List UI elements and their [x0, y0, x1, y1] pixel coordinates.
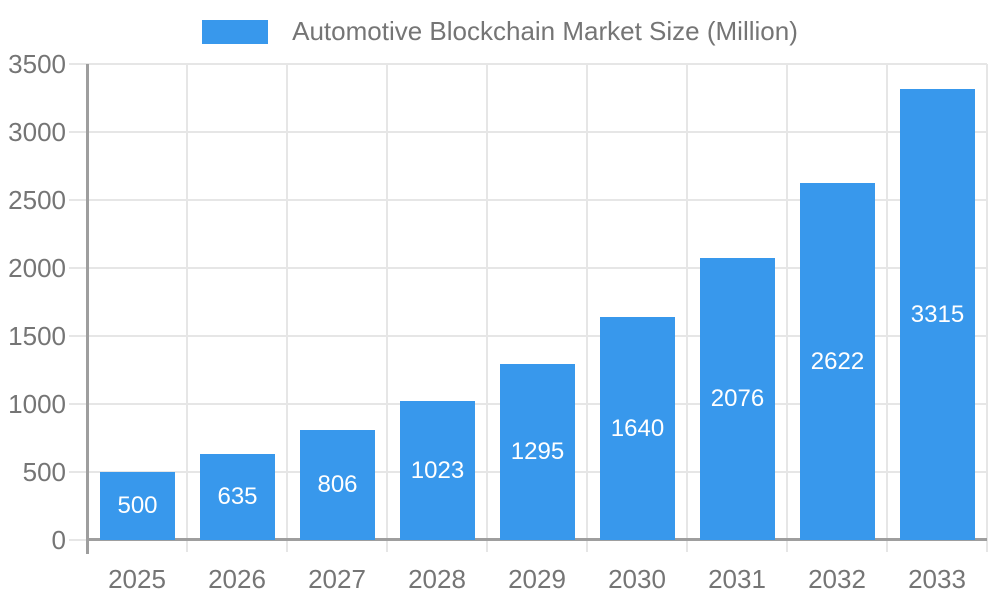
- bar-value-label: 1640: [610, 414, 665, 442]
- bar-value-label: 2622: [810, 347, 865, 375]
- x-axis-tick-label: 2028: [408, 564, 466, 594]
- y-axis-line: [86, 64, 89, 554]
- gridline-vertical: [486, 64, 488, 552]
- gridline-vertical: [686, 64, 688, 552]
- bar-2025: 500: [100, 472, 175, 540]
- bar-value-label: 3315: [910, 300, 965, 328]
- y-axis-tick-label: 500: [22, 457, 66, 487]
- bar-2026: 635: [200, 454, 275, 540]
- gridline-vertical: [886, 64, 888, 552]
- legend-swatch: [202, 19, 269, 44]
- x-axis-tick-label: 2031: [708, 564, 766, 594]
- y-axis-tick-label: 1000: [8, 389, 66, 419]
- legend-label: Automotive Blockchain Market Size (Milli…: [292, 16, 798, 46]
- y-axis-tick-label: 2500: [8, 185, 66, 215]
- gridline-vertical: [586, 64, 588, 552]
- bar-value-label: 1023: [410, 456, 465, 484]
- bar-value-label: 635: [217, 483, 258, 510]
- x-axis-tick-label: 2033: [908, 564, 966, 594]
- bar-value-label: 500: [117, 492, 158, 519]
- legend: Automotive Blockchain Market Size (Milli…: [0, 16, 1000, 47]
- gridline-horizontal: [69, 63, 987, 65]
- gridline-vertical: [386, 64, 388, 552]
- gridline-vertical: [786, 64, 788, 552]
- y-axis-tick-label: 2000: [8, 253, 66, 283]
- gridline-horizontal: [69, 267, 987, 269]
- bar-value-label: 2076: [710, 385, 765, 412]
- bar-2028: 1023: [400, 401, 475, 540]
- bar-value-label: 1295: [510, 438, 565, 465]
- y-axis-tick-label: 0: [51, 525, 66, 555]
- gridline-horizontal: [69, 335, 987, 337]
- gridline-vertical: [186, 64, 188, 552]
- gridline-vertical: [986, 64, 988, 552]
- bar-2030: 1640: [600, 317, 675, 540]
- y-axis-tick-label: 3500: [8, 49, 66, 79]
- gridline-vertical: [286, 64, 288, 552]
- x-axis-tick-label: 2032: [808, 564, 866, 594]
- bar-2032: 2622: [800, 183, 875, 540]
- bar-2029: 1295: [500, 364, 575, 540]
- x-axis-tick-label: 2030: [608, 564, 666, 594]
- y-axis-tick-label: 3000: [8, 117, 66, 147]
- x-axis-tick-label: 2027: [308, 564, 366, 594]
- bar-2031: 2076: [700, 258, 775, 540]
- gridline-horizontal: [69, 539, 87, 541]
- x-axis-tick-label: 2029: [508, 564, 566, 594]
- y-axis-tick-label: 1500: [8, 321, 66, 351]
- x-axis-tick-label: 2025: [108, 564, 166, 594]
- gridline-horizontal: [69, 131, 987, 133]
- bar-2027: 806: [300, 430, 375, 540]
- gridline-horizontal: [69, 199, 987, 201]
- bar-value-label: 806: [317, 471, 358, 498]
- bar-2033: 3315: [900, 89, 975, 540]
- x-axis-tick-label: 2026: [208, 564, 266, 594]
